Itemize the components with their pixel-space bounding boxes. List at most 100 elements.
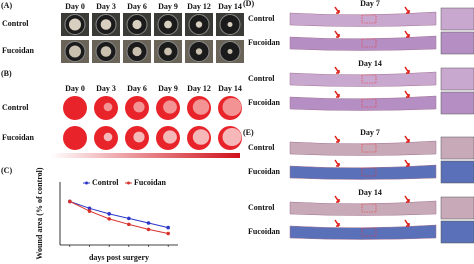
wound-map-inner xyxy=(103,132,113,142)
column-header: Day 0 xyxy=(65,84,85,93)
arrow xyxy=(404,30,410,38)
wound-map-inner xyxy=(163,100,177,114)
panel-label: (C) xyxy=(1,166,12,175)
inset xyxy=(440,220,474,244)
wound xyxy=(195,21,203,28)
data-point xyxy=(127,216,131,221)
data-point xyxy=(87,206,92,211)
row-label: Fucoidan xyxy=(2,46,35,55)
wound xyxy=(69,18,81,31)
wound xyxy=(164,20,172,29)
panel-label: (D) xyxy=(243,0,254,8)
tissue-strip xyxy=(289,11,437,27)
inset xyxy=(440,160,474,184)
series-line xyxy=(69,201,169,235)
panel-label: (E) xyxy=(243,128,254,137)
data-point xyxy=(146,227,151,232)
legend-label: Fucoidan xyxy=(134,178,167,187)
wound xyxy=(227,49,233,54)
arrow xyxy=(334,30,340,38)
column-header: Day 12 xyxy=(187,84,211,93)
column-header: Day 9 xyxy=(158,84,178,93)
arrow xyxy=(334,219,340,227)
wound-box xyxy=(361,203,377,213)
wound xyxy=(227,22,233,27)
x-axis-label: days post surgery xyxy=(89,253,149,262)
series-line xyxy=(69,200,169,229)
wound xyxy=(132,19,142,30)
row-label: Fucoidan xyxy=(248,167,281,176)
tissue-strip xyxy=(289,140,437,156)
wound-map-inner xyxy=(133,131,145,143)
row-label: Control xyxy=(248,203,275,212)
legend-marker xyxy=(127,181,130,185)
tissue-strip xyxy=(289,200,437,216)
row-label: Fucoidan xyxy=(2,133,35,142)
panel-label: (B) xyxy=(1,69,12,78)
section-title: Day 7 xyxy=(360,128,380,137)
tissue-strip xyxy=(289,71,437,87)
wound xyxy=(69,45,81,58)
legend-label: Control xyxy=(92,178,119,187)
wound-map xyxy=(63,126,87,150)
wound-box xyxy=(361,98,377,108)
inset xyxy=(440,31,474,55)
column-header: Day 0 xyxy=(65,2,85,11)
column-header: Day 6 xyxy=(127,84,147,93)
column-header: Day 3 xyxy=(96,84,116,93)
row-label: Control xyxy=(248,14,275,23)
column-header: Day 6 xyxy=(127,2,147,11)
wound xyxy=(100,19,112,30)
arrow xyxy=(404,6,410,14)
color-scale xyxy=(50,153,240,158)
wound-box xyxy=(361,14,377,24)
data-point xyxy=(107,217,111,221)
data-point xyxy=(87,209,92,213)
section-title: Day 14 xyxy=(358,59,382,68)
wound-map-inner xyxy=(133,101,145,113)
section-title: Day 7 xyxy=(360,0,380,8)
inset xyxy=(440,91,474,115)
wound-box xyxy=(361,38,377,48)
arrow xyxy=(334,159,340,167)
arrow xyxy=(404,219,410,227)
tissue-strip xyxy=(289,95,437,111)
inset xyxy=(440,136,474,160)
arrow xyxy=(404,159,410,167)
data-point xyxy=(166,225,170,230)
arrow xyxy=(404,90,410,98)
wound-map-inner xyxy=(163,130,177,144)
wound-box xyxy=(361,167,377,177)
arrow xyxy=(334,195,340,203)
tissue-strip xyxy=(289,35,437,51)
row-label: Fucoidan xyxy=(248,227,281,236)
wound xyxy=(132,46,142,57)
inset xyxy=(440,196,474,220)
wound xyxy=(164,47,172,56)
y-axis-label: Wound area (% of control) xyxy=(35,167,44,259)
data-point xyxy=(166,231,170,236)
wound-box xyxy=(361,74,377,84)
legend-marker xyxy=(85,181,88,185)
wound-map-inner xyxy=(103,102,113,112)
column-header: Day 3 xyxy=(96,2,116,11)
row-label: Fucoidan xyxy=(248,98,281,107)
data-point xyxy=(146,221,151,225)
column-header: Day 14 xyxy=(218,84,242,93)
row-label: Control xyxy=(2,19,29,28)
wound-box xyxy=(361,227,377,237)
arrow xyxy=(404,66,410,74)
wound-map xyxy=(63,96,87,120)
row-label: Control xyxy=(248,143,275,152)
wound-box xyxy=(361,143,377,153)
row-label: Fucoidan xyxy=(248,38,281,47)
wound-map-inner xyxy=(222,128,242,146)
wound-map-inner xyxy=(222,98,242,116)
column-header: Day 9 xyxy=(158,2,178,11)
data-point xyxy=(127,222,131,227)
arrow xyxy=(334,135,340,143)
panel-label: (A) xyxy=(1,1,12,10)
tissue-strip xyxy=(289,224,437,240)
inset xyxy=(440,67,474,91)
